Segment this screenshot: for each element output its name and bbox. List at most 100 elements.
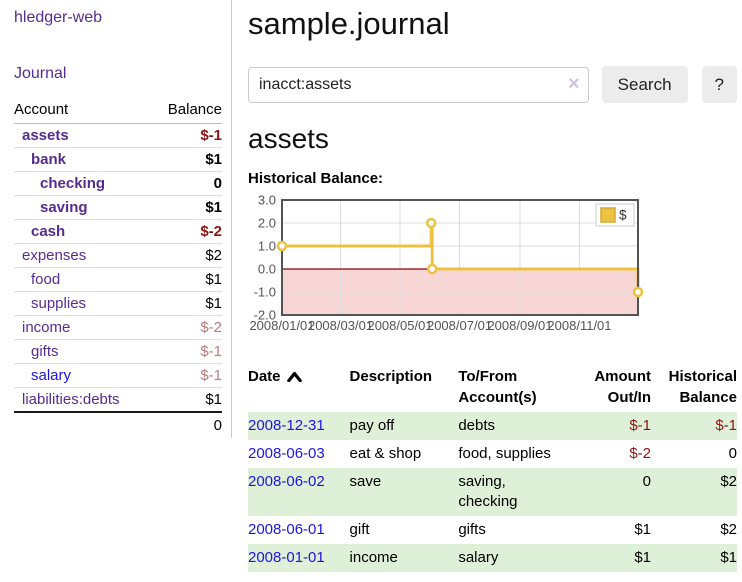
- svg-text:3.0: 3.0: [258, 195, 276, 208]
- svg-text:2008/11/01: 2008/11/01: [547, 318, 611, 333]
- transaction-balance: $-1: [715, 417, 737, 434]
- balance-line1: Historical: [668, 368, 737, 385]
- account-balance-cell: $-1: [151, 123, 222, 148]
- account-link[interactable]: salary: [31, 367, 72, 384]
- account-balance: $1: [205, 391, 222, 408]
- account-balance-cell: 0: [151, 171, 222, 196]
- account-name-cell: supplies: [14, 291, 152, 316]
- account-heading: assets: [248, 123, 329, 154]
- help-button[interactable]: ?: [701, 66, 737, 103]
- main-content: sample.journal × Search ? assets Histori…: [248, 0, 737, 572]
- account-link[interactable]: supplies: [31, 295, 87, 312]
- account-link[interactable]: checking: [40, 175, 106, 192]
- account-balance: $1: [205, 295, 222, 312]
- account-balance: $-1: [200, 343, 222, 360]
- transaction-row: 2008-01-01 income salary $1 $1: [248, 544, 737, 572]
- account-link[interactable]: food: [31, 271, 61, 288]
- account-name-cell: salary: [14, 363, 152, 388]
- search-form: × Search ?: [248, 66, 737, 103]
- accounts-total-spacer: [14, 411, 152, 438]
- account-name-cell: income: [14, 315, 152, 340]
- transaction-row: 2008-06-01 gift gifts $1 $2: [248, 516, 737, 544]
- transaction-date-link[interactable]: 2008-06-01: [248, 521, 325, 538]
- account-name-cell: assets: [14, 123, 152, 148]
- svg-text:2008/01/01: 2008/01/01: [249, 318, 314, 333]
- account-balance-cell: $1: [151, 147, 222, 172]
- accounts-table: Account Balance assets $-1 bank $1 check…: [14, 99, 222, 438]
- transaction-date-link[interactable]: 2008-06-02: [248, 473, 325, 490]
- account-row: bank $1: [14, 147, 222, 172]
- account-balance-cell: $-1: [151, 339, 222, 364]
- account-row: checking 0: [14, 171, 222, 196]
- account-balance-cell: $1: [151, 291, 222, 316]
- tofrom-line2: Account(s): [458, 389, 537, 406]
- transaction-balance: $1: [720, 549, 737, 566]
- transaction-amount: $1: [634, 521, 651, 538]
- svg-text:0.0: 0.0: [258, 262, 276, 277]
- legend-label: $: [619, 208, 627, 223]
- svg-text:1.0: 1.0: [258, 239, 276, 254]
- balance-line2: Balance: [679, 389, 737, 406]
- balance-chart-svg: 3.0 2.0 1.0 0.0 -1.0 -2.02008/01/012008/03/01…: [249, 193, 644, 333]
- account-row: salary $-1: [14, 363, 222, 388]
- svg-text:2008/05/01: 2008/05/01: [367, 318, 432, 333]
- transaction-date-link[interactable]: 2008-12-31: [248, 417, 325, 434]
- register-header-row: Date Description To/From Account(s) Amou…: [248, 364, 737, 412]
- account-balance: $-2: [200, 223, 222, 240]
- account-link[interactable]: assets: [22, 127, 69, 144]
- search-button[interactable]: Search: [601, 66, 688, 103]
- account-row: expenses $2: [14, 243, 222, 268]
- transaction-date-cell: 2008-01-01: [248, 544, 350, 572]
- account-balance: $-1: [200, 127, 222, 144]
- svg-text:2.0: 2.0: [258, 216, 276, 231]
- account-balance: $1: [205, 199, 222, 216]
- account-link[interactable]: expenses: [22, 247, 87, 264]
- accounts-header-account: Account: [14, 99, 152, 124]
- clear-search-icon[interactable]: ×: [567, 72, 580, 95]
- account-row: income $-2: [14, 315, 222, 340]
- account-balance: $1: [205, 151, 222, 168]
- transaction-date-link[interactable]: 2008-06-03: [248, 445, 325, 462]
- svg-text:2008/03/01: 2008/03/01: [308, 318, 373, 333]
- transaction-description: gift: [349, 521, 370, 538]
- search-input-wrap: ×: [248, 66, 589, 103]
- sidebar-item-journal[interactable]: Journal: [14, 65, 67, 82]
- register-header-tofrom: To/From Account(s): [458, 364, 579, 412]
- transaction-amount: $-1: [629, 417, 651, 434]
- register-header-amount: Amount Out/In: [580, 364, 651, 412]
- account-balance-cell: $1: [151, 267, 222, 292]
- account-row: liabilities:debts $1: [14, 387, 222, 413]
- account-balance-cell: $1: [151, 195, 222, 220]
- account-balance-cell: $2: [151, 243, 222, 268]
- transaction-balance: $2: [720, 521, 737, 538]
- search-input[interactable]: [248, 66, 589, 103]
- account-row: saving $1: [14, 195, 222, 220]
- transaction-description: eat & shop: [349, 445, 422, 462]
- transaction-accounts: gifts: [458, 521, 486, 538]
- brand-link[interactable]: hledger-web: [14, 9, 103, 26]
- accounts-total-row: 0: [14, 411, 222, 438]
- account-balance: 0: [213, 175, 222, 192]
- transaction-balance: 0: [728, 445, 737, 462]
- transaction-amount: $-2: [629, 445, 651, 462]
- amount-line1: Amount: [594, 368, 651, 385]
- account-link[interactable]: income: [22, 319, 71, 336]
- account-link[interactable]: gifts: [31, 343, 59, 360]
- account-link[interactable]: saving: [40, 199, 88, 216]
- transaction-date-link[interactable]: 2008-01-01: [248, 549, 325, 566]
- register-header-date[interactable]: Date: [248, 364, 350, 412]
- transaction-date-cell: 2008-06-02: [248, 468, 350, 516]
- accounts-total-value: 0: [151, 411, 222, 438]
- account-row: cash $-2: [14, 219, 222, 244]
- transaction-accounts: debts: [458, 417, 496, 434]
- account-link[interactable]: bank: [31, 151, 67, 168]
- account-link[interactable]: cash: [31, 223, 66, 240]
- account-link[interactable]: liabilities:debts: [22, 391, 120, 408]
- svg-text:-2.0: -2.0: [254, 308, 276, 323]
- register-table: Date Description To/From Account(s) Amou…: [248, 364, 737, 572]
- amount-line2: Out/In: [607, 389, 651, 406]
- account-row: assets $-1: [14, 123, 222, 148]
- account-balance: $2: [205, 247, 222, 264]
- svg-text:2008/09/01: 2008/09/01: [487, 318, 552, 333]
- accounts-header-balance: Balance: [151, 99, 222, 124]
